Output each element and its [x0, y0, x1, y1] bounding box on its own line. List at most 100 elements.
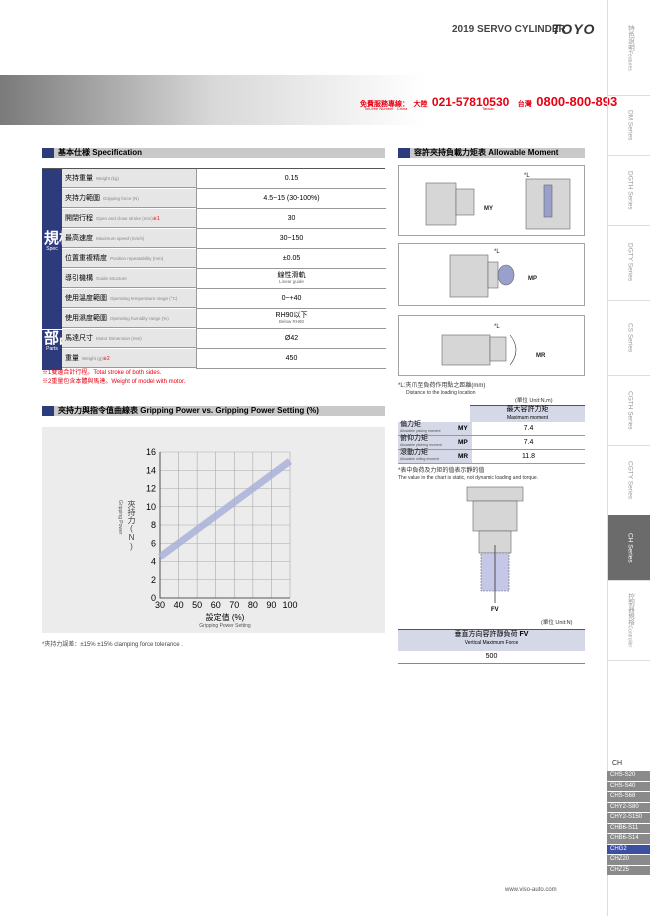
tab-text: DM Series — [626, 110, 634, 140]
mark: ※1 — [152, 216, 160, 222]
y-tick-label: 6 — [151, 538, 156, 548]
model-item: CHS-S68 — [607, 792, 650, 802]
section-header: 基本仕様 Specification — [42, 148, 385, 158]
model-item: CHZ20 — [607, 855, 650, 865]
chart-box — [42, 427, 385, 633]
tab-label: 控制器規格 — [626, 592, 634, 626]
side-tab: CGTY Series — [608, 445, 650, 516]
model-item: CHS-S40 — [607, 781, 650, 791]
label-cell: 馬達尺寸 Motor Dimension (mm) — [62, 329, 196, 348]
value: 7.4 — [523, 425, 534, 432]
tab-text: DGTH Series — [626, 171, 634, 210]
label-cell: 使用溫度範圍 Operating temperature range (°C) — [62, 289, 196, 308]
value-cell: 0~+40 — [196, 289, 386, 309]
model-item: CHS-S20 — [607, 771, 650, 781]
tab-text: DGTY Series — [626, 243, 634, 281]
tab-label: CGTY Series — [626, 460, 634, 500]
side-tab: 控制器規格Controller — [608, 580, 650, 661]
value: 線性滑軌 — [277, 272, 306, 279]
moment-table: 最大容許力矩 Maximum moment 偏力矩 Allowable yawing … — [398, 405, 585, 464]
group-zh: 規格 — [44, 230, 75, 247]
label-cell: 夾持重量 Weight (kg) — [62, 169, 196, 188]
label: 位置重複精度 — [65, 255, 107, 262]
value-cell: 線性滑軌 Linear guide — [196, 269, 386, 289]
hotline-en: Taiwan — [482, 106, 495, 111]
value-cell: 0.15 — [196, 169, 386, 189]
model-item: CHZ25 — [607, 865, 650, 875]
side-tab: DM Series — [608, 95, 650, 156]
model-item: CHB6-S14 — [607, 834, 650, 844]
banner — [0, 75, 607, 125]
side-tabs: 特色說明Features DM Series DGTH Series DGTY Ser… — [607, 0, 650, 916]
unit: (單位 Unit:N.m) — [515, 398, 553, 404]
axes — [159, 452, 290, 599]
label-en: Motor Dimension (mm) — [96, 336, 142, 341]
value-cell: ±0.05 — [196, 249, 386, 269]
value: 0.15 — [284, 175, 299, 182]
fv-header: 垂直方向容許靜負荷 FV Vertical Maximum Force — [398, 629, 585, 651]
tab-label: DGTH Series — [626, 170, 634, 210]
x-tick-label: 100 — [282, 600, 297, 610]
value: ±0.05 — [282, 255, 301, 262]
value-cell: 30 — [196, 209, 386, 229]
group-en: Spec — [46, 246, 58, 252]
header-zh: 最大容許力矩 — [506, 406, 549, 413]
value: 11.8 — [521, 453, 536, 460]
x-tick-label: 40 — [174, 600, 184, 610]
label: 偏力矩 — [400, 421, 421, 428]
label-cell: 開閉行程 Open and close stroke (mm)※1 — [62, 209, 196, 228]
side-tab: DGTY Series — [608, 225, 650, 301]
y-tick-label: 10 — [146, 502, 156, 512]
value: 7.4 — [523, 439, 534, 446]
fv-diagram: FV — [466, 486, 524, 613]
x-label-en: Gripping Power Setting — [199, 623, 251, 629]
side-tab: 特色說明Features — [608, 0, 650, 96]
value-en: Linear guide — [279, 279, 304, 284]
label-en: Allowable pitching moment — [400, 443, 442, 447]
y-tick-label: 16 — [146, 447, 156, 457]
model-item: CHB6-S11 — [607, 823, 650, 833]
note: *L:夾爪至負荷作用點之距離(mm) Distance to the loadin… — [398, 383, 485, 397]
label-en: Open and close stroke (mm) — [96, 216, 153, 221]
label-en: Position repeatability (mm) — [110, 256, 164, 261]
text: 基本仕様 — [58, 148, 90, 157]
diagram-label: MR — [536, 353, 546, 359]
value: Ø42 — [284, 335, 299, 342]
value: 4.5~15 (30-100%) — [263, 195, 320, 202]
tab-label: CGTH Series — [626, 390, 634, 430]
tab-text: CGTY Series — [626, 461, 634, 499]
tab-text: CGTH Series — [626, 391, 634, 430]
group-en: Parts — [46, 346, 58, 352]
x-tick-label: 90 — [266, 600, 276, 610]
border — [42, 168, 385, 169]
note: ※1雙邊合計行程。Total stroke of both sides. — [42, 370, 162, 376]
value: 30 — [287, 215, 296, 222]
data-line — [157, 458, 293, 560]
text: 垂直方向容許靜負荷 — [454, 631, 518, 638]
group-zh: 部品 — [44, 330, 75, 347]
diagram-dim: *L — [494, 249, 500, 255]
hotline: 免費服務專線： 大陸 021-57810530 台灣 0800-800-893 — [360, 93, 617, 111]
table-header: 最大容許力矩 Maximum moment — [470, 405, 585, 422]
symbol: MY — [458, 422, 472, 435]
tab-label: 特色說明 — [626, 24, 634, 51]
hotline-en: Toll-free Number China — [364, 106, 407, 111]
x-tick-label: 70 — [229, 600, 239, 610]
spec-table: 規格 Spec 部品 Parts 夾持重量 Weight (kg) 0.15 夾持力範圍 Gri… — [42, 168, 386, 370]
side-tab: CGTH Series — [608, 375, 650, 446]
label-en: Gripping force (N) — [103, 196, 139, 201]
x-label: 設定值 (%) — [206, 612, 245, 622]
y-tick-label: 8 — [151, 520, 156, 530]
label: 俯仰力矩 — [400, 435, 428, 442]
note: *表中負荷及力矩的值表示靜的值 The value in the chart is… — [398, 468, 538, 482]
text: China — [396, 106, 408, 111]
label-en: Operating humidity range (%) — [110, 316, 169, 321]
tab-label: DM Series — [626, 109, 634, 141]
hotline-number: 0800-800-893 — [536, 94, 618, 109]
text: FV — [519, 631, 529, 638]
label-cell: 位置重複精度 Position repeatability (mm) — [62, 249, 196, 268]
value-en: Below RH90 — [278, 319, 304, 324]
label: 最高速度 — [65, 235, 93, 242]
text: Distance to the loading location — [406, 390, 476, 396]
label: 夾持重量 — [65, 175, 93, 182]
